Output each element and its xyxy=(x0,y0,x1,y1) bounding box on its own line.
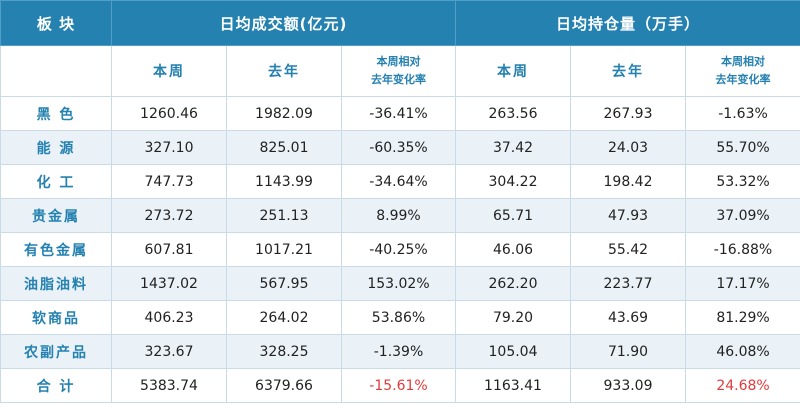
sector-cell: 化 工 xyxy=(0,164,112,199)
volume-change-cell: -40.25% xyxy=(341,232,456,267)
table-row: 能 源 327.10 825.01 -60.35% 37.42 24.03 55.70% xyxy=(0,130,800,165)
volume-this-week-cell: 406.23 xyxy=(111,300,227,335)
volume-change-cell: -1.39% xyxy=(341,334,456,369)
oi-change-cell: -16.88% xyxy=(684,232,800,267)
volume-last-year-cell: 251.13 xyxy=(226,198,342,233)
table-row: 农副产品 323.67 328.25 -1.39% 105.04 71.90 46.08% xyxy=(0,334,800,369)
volume-last-year-cell: 1017.21 xyxy=(226,232,342,267)
oi-change-cell: 55.70% xyxy=(684,130,800,165)
header-row-sub: 本周 去年 本周相对去年变化率 本周 去年 本周相对去年变化率 xyxy=(0,45,800,97)
volume-last-year-cell: 1982.09 xyxy=(226,96,342,131)
oi-this-week-cell: 37.42 xyxy=(455,130,571,165)
table-row: 黑 色 1260.46 1982.09 -36.41% 263.56 267.93 -1.6… xyxy=(0,96,800,131)
oi-change-header: 本周相对 去年变化率 xyxy=(684,45,800,97)
sector-cell: 合 计 xyxy=(0,368,112,403)
daily-open-interest-group-header: 日均持仓量（万手） xyxy=(454,0,800,46)
volume-last-year-cell: 567.95 xyxy=(226,266,342,301)
volume-change-cell: -36.41% xyxy=(341,96,456,131)
oi-this-week-cell: 1163.41 xyxy=(455,368,571,403)
oi-last-year-cell: 47.93 xyxy=(570,198,686,233)
volume-change-cell: -34.64% xyxy=(341,164,456,199)
volume-this-week-cell: 607.81 xyxy=(111,232,227,267)
change-header-line2: 去年变化率 xyxy=(715,73,771,86)
oi-change-cell: 17.17% xyxy=(684,266,800,301)
table-row: 油脂油料 1437.02 567.95 153.02% 262.20 223.77 17.1… xyxy=(0,266,800,301)
oi-last-year-cell: 198.42 xyxy=(570,164,686,199)
header-row-group: 板 块 日均成交额(亿元) 日均持仓量（万手） xyxy=(0,0,800,46)
oi-this-week-cell: 79.20 xyxy=(455,300,571,335)
oi-this-week-cell: 262.20 xyxy=(455,266,571,301)
volume-change-cell: -15.61% xyxy=(341,368,456,403)
oi-last-year-cell: 267.93 xyxy=(570,96,686,131)
change-header-line2: 去年变化率 xyxy=(371,73,426,86)
volume-last-year-header: 去年 xyxy=(226,45,342,97)
oi-last-year-header: 去年 xyxy=(570,45,686,97)
table-row: 贵金属 273.72 251.13 8.99% 65.71 47.93 37.09% xyxy=(0,198,800,233)
oi-change-cell: 53.32% xyxy=(684,164,800,199)
volume-change-cell: 153.02% xyxy=(341,266,456,301)
oi-last-year-cell: 933.09 xyxy=(570,368,686,403)
oi-this-week-cell: 105.04 xyxy=(455,334,571,369)
change-header-line1: 本周相对 xyxy=(376,55,421,68)
volume-change-cell: 53.86% xyxy=(341,300,456,335)
oi-this-week-cell: 304.22 xyxy=(455,164,571,199)
table-row: 合 计 5383.74 6379.66 -15.61% 1163.41 933.09 24.… xyxy=(0,368,800,403)
sector-cell: 能 源 xyxy=(0,130,112,165)
sector-cell: 黑 色 xyxy=(0,96,112,131)
sector-cell: 农副产品 xyxy=(0,334,112,369)
volume-this-week-cell: 1260.46 xyxy=(111,96,227,131)
sector-column-header: 板 块 xyxy=(0,0,112,46)
oi-this-week-cell: 263.56 xyxy=(455,96,571,131)
daily-volume-group-header: 日均成交额(亿元) xyxy=(111,0,456,46)
volume-last-year-cell: 328.25 xyxy=(226,334,342,369)
oi-change-cell: 24.68% xyxy=(684,368,800,403)
sector-cell: 软商品 xyxy=(0,300,112,335)
oi-last-year-cell: 223.77 xyxy=(570,266,686,301)
sector-cell: 有色金属 xyxy=(0,232,112,267)
volume-change-cell: 8.99% xyxy=(341,198,456,233)
oi-last-year-cell: 71.90 xyxy=(570,334,686,369)
volume-last-year-cell: 825.01 xyxy=(226,130,342,165)
oi-change-cell: -1.63% xyxy=(684,96,800,131)
oi-this-week-cell: 46.06 xyxy=(455,232,571,267)
volume-last-year-cell: 6379.66 xyxy=(226,368,342,403)
oi-change-cell: 37.09% xyxy=(684,198,800,233)
oi-this-week-header: 本周 xyxy=(455,45,571,97)
sector-subheader-blank xyxy=(0,45,112,97)
sector-cell: 油脂油料 xyxy=(0,266,112,301)
oi-this-week-cell: 65.71 xyxy=(455,198,571,233)
volume-this-week-cell: 5383.74 xyxy=(111,368,227,403)
volume-this-week-cell: 323.67 xyxy=(111,334,227,369)
volume-last-year-cell: 1143.99 xyxy=(226,164,342,199)
table-row: 化 工 747.73 1143.99 -34.64% 304.22 198.42 53.32… xyxy=(0,164,800,199)
oi-last-year-cell: 55.42 xyxy=(570,232,686,267)
change-header-line1: 本周相对 xyxy=(721,55,766,68)
oi-change-cell: 81.29% xyxy=(684,300,800,335)
volume-this-week-cell: 327.10 xyxy=(111,130,227,165)
volume-this-week-cell: 1437.02 xyxy=(111,266,227,301)
volume-change-header: 本周相对 去年变化率 xyxy=(341,45,456,97)
oi-last-year-cell: 24.03 xyxy=(570,130,686,165)
table-row: 软商品 406.23 264.02 53.86% 79.20 43.69 81.29% xyxy=(0,300,800,335)
oi-change-cell: 46.08% xyxy=(684,334,800,369)
oi-last-year-cell: 43.69 xyxy=(570,300,686,335)
table-row: 有色金属 607.81 1017.21 -40.25% 46.06 55.42 -16.88… xyxy=(0,232,800,267)
volume-this-week-cell: 273.72 xyxy=(111,198,227,233)
volume-this-week-header: 本周 xyxy=(111,45,227,97)
volume-this-week-cell: 747.73 xyxy=(111,164,227,199)
sector-cell: 贵金属 xyxy=(0,198,112,233)
volume-change-cell: -60.35% xyxy=(341,130,456,165)
volume-last-year-cell: 264.02 xyxy=(226,300,342,335)
